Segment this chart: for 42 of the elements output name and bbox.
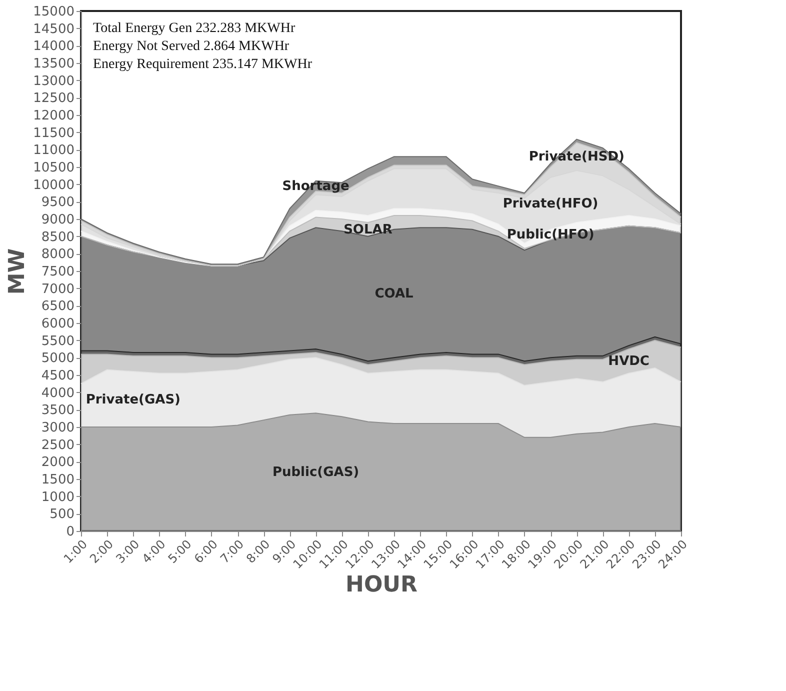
series-label: SOLAR: [344, 222, 392, 238]
y-tick-label: 14000: [33, 39, 74, 54]
y-tick-label: 13500: [33, 56, 74, 72]
y-tick-label: 5000: [41, 351, 74, 366]
y-tick-label: 8500: [41, 230, 74, 245]
y-tick-label: 12000: [33, 108, 74, 124]
y-tick-label: 9500: [41, 195, 74, 210]
series-label: Private(HFO): [502, 196, 598, 212]
annotation: Energy Requirement 235.147 MKWHr: [93, 57, 312, 72]
series-label: COAL: [374, 286, 414, 302]
series-label: Private(GAS): [86, 392, 180, 408]
y-tick-label: 0: [66, 524, 74, 540]
y-tick-label: 3500: [41, 403, 74, 418]
y-tick-label: 9000: [41, 212, 74, 228]
y-tick-label: 15000: [33, 4, 74, 20]
y-tick-label: 8000: [41, 247, 74, 262]
y-tick-label: 1000: [41, 490, 74, 505]
series-label: Public(HFO): [506, 228, 594, 243]
y-tick-label: 500: [50, 507, 74, 522]
annotation: Total Energy Gen 232.283 MKWHr: [93, 21, 296, 36]
y-tick-label: 6500: [41, 299, 74, 314]
y-tick-label: 4000: [41, 386, 74, 401]
y-tick-label: 12500: [33, 91, 74, 106]
y-tick-label: 10500: [33, 160, 74, 176]
y-tick-label: 11500: [33, 126, 74, 141]
y-tick-label: 3000: [41, 420, 74, 436]
y-axis-title: MW: [5, 248, 30, 295]
y-tick-label: 7000: [41, 282, 74, 297]
y-tick-label: 14500: [33, 22, 74, 37]
y-tick-label: 5500: [41, 334, 74, 349]
y-tick-label: 7500: [41, 264, 74, 280]
y-tick-label: 1500: [41, 472, 74, 488]
annotation: Energy Not Served 2.864 MKWHr: [93, 39, 290, 54]
y-tick-label: 4500: [41, 368, 74, 384]
y-tick-label: 6000: [41, 316, 74, 332]
y-tick-label: 11000: [33, 143, 74, 158]
x-axis-title: HOUR: [346, 572, 418, 598]
y-tick-label: 2500: [41, 438, 74, 453]
y-tick-label: 10000: [33, 178, 74, 193]
y-tick-label: 13000: [33, 74, 74, 89]
series-label: HVDC: [608, 354, 650, 370]
y-tick-label: 2000: [41, 455, 74, 470]
